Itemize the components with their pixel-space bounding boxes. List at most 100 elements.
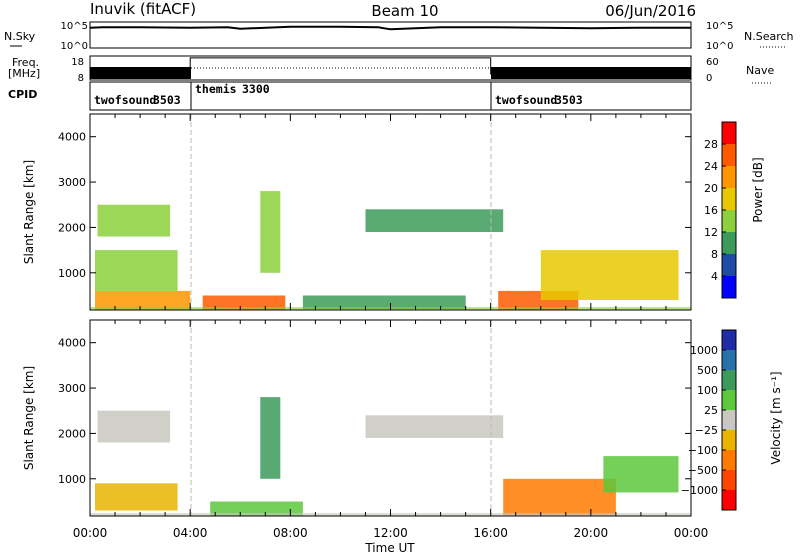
power-ytick-label-1: 2000	[58, 221, 86, 234]
velocity-ytick-label-2: 3000	[58, 382, 86, 395]
noise-right-tick-bottom: 10^0	[706, 41, 733, 52]
velocity-colorbar-swatch-4	[722, 410, 736, 430]
noise-left-tick-bottom: 10^0	[61, 41, 88, 52]
power-ytick-label-0: 1000	[58, 267, 86, 280]
velocity-colorbar-swatch-5	[722, 430, 736, 450]
power-yticks: 1000 2000 3000 4000	[58, 131, 691, 280]
freq-series-line	[90, 57, 691, 75]
x-tick-label-0: 00:00	[73, 526, 108, 540]
velocity-colorbar-frame	[721, 329, 737, 511]
noise-right-label: N.Search	[744, 30, 794, 43]
velocity-colorbar-label-7: −1000	[681, 484, 718, 497]
nave-label: Nave	[746, 64, 774, 77]
power-colorbar-swatch-4	[722, 210, 736, 232]
cpid-segment-0-name: twofsound	[94, 93, 156, 107]
velocity-colorbar-swatch-6	[722, 450, 736, 470]
power-colorbar-swatch-1	[722, 144, 736, 166]
noise-left-tick-top: 10^5	[61, 21, 88, 32]
power-region-1	[95, 250, 178, 291]
x-axis-label: Time UT	[364, 541, 415, 554]
date-title: 06/Jun/2016	[605, 2, 696, 20]
velocity-colorbar-label-2: 100	[697, 384, 718, 397]
freq-block-2	[491, 67, 691, 79]
power-colorbar-label-4: 12	[704, 226, 718, 239]
power-colorbar-swatch-7	[722, 276, 736, 298]
velocity-colorbar-swatch-0	[722, 330, 736, 350]
velocity-colorbar-label-1: 500	[697, 364, 718, 377]
power-region-3	[202, 295, 286, 310]
nave-tick-bottom: 0	[706, 73, 712, 84]
x-tick-label-2: 08:00	[273, 526, 308, 540]
velocity-panel: 1000 2000 3000 4000 Slant Range [km] 1000 50…	[22, 319, 783, 517]
power-colorbar-label-0: 28	[704, 138, 718, 151]
cpid-segment-0-id: 3503	[153, 93, 181, 107]
velocity-colorbar-label: Velocity [m s⁻¹]	[769, 371, 783, 464]
velocity-region-6	[603, 456, 679, 493]
power-colorbar-label-6: 4	[711, 270, 718, 283]
velocity-region-4	[365, 415, 504, 438]
power-colorbar-label-1: 24	[704, 160, 718, 173]
power-ytick-label-3: 4000	[58, 131, 86, 144]
velocity-colorbar-swatch-3	[722, 390, 736, 410]
x-tick-label-6: 00:00	[674, 526, 709, 540]
freq-block-0	[90, 67, 191, 79]
power-region-0	[95, 290, 191, 310]
cpid-segment-1-id: 3300	[242, 82, 270, 96]
noise-frame	[89, 21, 692, 49]
power-region-5	[302, 295, 466, 310]
power-colorbar-swatch-3	[722, 188, 736, 210]
velocity-colorbar-swatch-2	[722, 370, 736, 390]
velocity-region-3	[260, 397, 281, 479]
velocity-xticks	[89, 320, 692, 516]
velocity-region-1	[97, 410, 171, 443]
x-tick-label-5: 20:00	[574, 526, 609, 540]
x-axis-labels: 00:00 04:00 08:00 12:00 16:00 20:00 00:00	[73, 526, 709, 540]
velocity-colorbar-label-3: 25	[704, 404, 718, 417]
power-ylabel: Slant Range [km]	[22, 160, 36, 264]
velocity-ytick-label-0: 1000	[58, 473, 86, 486]
noise-right-tick-top: 10^5	[706, 21, 733, 32]
freq-label-2: [MHz]	[8, 67, 40, 80]
cpid-segment-2-name: twofsound	[495, 93, 557, 107]
power-xticks	[89, 114, 692, 310]
cpid-segment-1-name: themis	[195, 82, 237, 96]
cpid-segment-2-id: 3503	[555, 93, 583, 107]
cpid-panel: CPID twofsound 3503 themis 3300 twofsoun…	[8, 81, 692, 111]
power-colorbar-label-5: 8	[711, 248, 718, 261]
freq-tick-bottom: 8	[78, 73, 84, 84]
velocity-colorbar-swatch-8	[722, 490, 736, 510]
power-region-6	[365, 209, 504, 232]
velocity-colorbar: 1000 500 100 25 −25 −100 −500 −1000	[681, 329, 737, 511]
velocity-colorbar-label-6: −500	[688, 464, 718, 477]
freq-label-1: Freq.	[12, 56, 39, 69]
velocity-ytick-label-1: 2000	[58, 427, 86, 440]
velocity-ylabel: Slant Range [km]	[22, 366, 36, 470]
velocity-colorbar-swatch-1	[722, 350, 736, 370]
station-title: Inuvik (fitACF)	[90, 0, 196, 18]
velocity-colorbar-swatch-7	[722, 470, 736, 490]
x-tick-label-1: 04:00	[173, 526, 208, 540]
velocity-yticks: 1000 2000 3000 4000	[58, 337, 691, 486]
power-colorbar-swatch-0	[722, 122, 736, 144]
velocity-region-2	[210, 501, 303, 516]
power-colorbar: 28 24 20 16 12 8 4	[704, 121, 737, 299]
velocity-ytick-label-3: 4000	[58, 337, 86, 350]
velocity-region-5	[503, 478, 616, 516]
noise-panel: N.Sky 10^5 10^0 10^5 10^0 N.Search	[4, 21, 794, 52]
x-tick-label-3: 12:00	[373, 526, 408, 540]
nave-tick-top: 60	[706, 57, 719, 68]
velocity-colorbar-label-0: 1000	[690, 344, 718, 357]
power-region-2	[97, 204, 171, 237]
noise-series-line	[89, 25, 691, 31]
power-colorbar-label-2: 20	[704, 182, 718, 195]
freq-tick-top: 18	[71, 57, 84, 68]
power-region-8	[540, 250, 679, 300]
power-colorbar-swatch-6	[722, 254, 736, 276]
power-colorbar-swatch-2	[722, 166, 736, 188]
power-colorbar-swatch-5	[722, 232, 736, 254]
noise-left-label: N.Sky	[4, 30, 36, 43]
velocity-region-0	[95, 483, 178, 511]
power-region-4	[260, 191, 281, 273]
power-colorbar-label-3: 16	[704, 204, 718, 217]
velocity-colorbar-label-5: −100	[688, 444, 718, 457]
